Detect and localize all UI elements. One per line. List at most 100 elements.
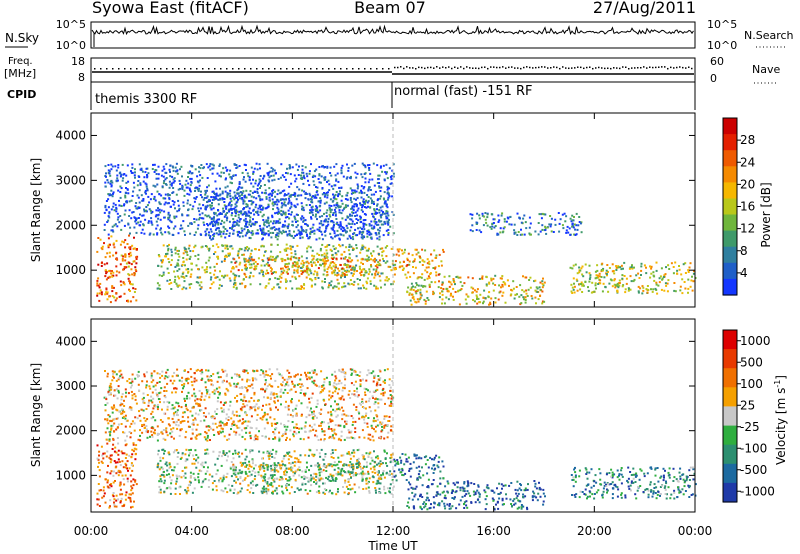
data-cell (286, 263, 289, 265)
data-cell (668, 268, 671, 270)
data-cell (234, 284, 237, 286)
data-cell (298, 265, 300, 268)
data-cell (387, 228, 390, 231)
data-cell (308, 172, 311, 175)
data-cell (212, 207, 215, 210)
data-cell (346, 204, 349, 207)
data-cell (198, 284, 201, 287)
data-cell (582, 284, 585, 287)
colorbar-swatch (723, 182, 737, 200)
data-cell (325, 191, 328, 194)
data-cell (228, 202, 231, 205)
nave-dot (190, 68, 192, 70)
data-cell (482, 224, 485, 227)
data-cell (223, 258, 226, 261)
data-cell (186, 186, 189, 189)
data-cell (347, 216, 350, 219)
data-cell (414, 266, 417, 269)
data-cell (232, 469, 235, 472)
data-cell (332, 265, 335, 268)
data-cell (286, 167, 288, 170)
data-cell (596, 264, 599, 267)
data-cell (290, 203, 293, 206)
data-cell (249, 451, 251, 454)
data-cell (318, 491, 321, 494)
data-cell (322, 491, 325, 494)
data-cell (134, 220, 137, 223)
data-cell (100, 445, 103, 448)
data-cell (96, 292, 99, 295)
data-cell (339, 472, 342, 475)
data-cell (641, 285, 644, 288)
data-cell (255, 197, 258, 200)
data-cell (249, 283, 252, 286)
data-cell (209, 236, 211, 239)
data-cell (310, 464, 313, 467)
data-cell (221, 479, 224, 482)
data-cell (211, 167, 214, 170)
data-cell (249, 266, 252, 269)
data-cell (112, 205, 115, 208)
data-cell (333, 230, 336, 233)
data-cell (442, 248, 444, 251)
nave-dot (262, 68, 264, 70)
data-cell (274, 229, 277, 231)
data-cell (414, 286, 417, 289)
data-cell (252, 218, 254, 221)
data-cell (269, 450, 272, 453)
data-cell (365, 280, 368, 283)
data-cell (124, 474, 127, 477)
nave-dot (589, 66, 591, 68)
data-cell (174, 252, 177, 255)
data-cell (263, 264, 266, 267)
data-cell (310, 477, 313, 480)
data-cell (260, 463, 263, 466)
data-cell (237, 452, 239, 455)
data-cell (346, 191, 349, 194)
data-cell (270, 484, 273, 486)
data-cell (525, 289, 528, 292)
data-cell (173, 281, 176, 283)
data-cell (457, 276, 460, 279)
data-cell (189, 190, 192, 193)
data-cell (503, 218, 506, 221)
data-cell (229, 189, 232, 192)
data-cell (216, 172, 219, 175)
data-cell (206, 470, 209, 473)
data-cell (214, 269, 217, 272)
data-cell (221, 192, 224, 195)
nave-dot (484, 66, 486, 68)
data-cell (421, 466, 423, 469)
data-cell (417, 289, 419, 292)
power-colorbar-label: Power [dB] (759, 182, 773, 247)
data-cell (306, 175, 309, 178)
data-cell (323, 268, 326, 271)
data-cell (118, 295, 121, 298)
data-cell (345, 266, 348, 269)
data-cell (434, 267, 436, 270)
data-cell (270, 272, 273, 275)
data-cell (217, 233, 220, 236)
data-cell (445, 287, 448, 290)
data-cell (254, 471, 257, 474)
data-cell (334, 480, 337, 482)
data-cell (242, 208, 245, 211)
data-cell (111, 225, 114, 228)
data-cell (379, 226, 382, 229)
data-cell (266, 468, 269, 471)
data-cell (248, 231, 251, 233)
data-cell (293, 204, 296, 207)
data-cell (226, 248, 229, 250)
nave-dot (643, 66, 645, 68)
data-cell (119, 243, 122, 246)
nave-dot (481, 66, 483, 69)
data-cell (255, 221, 258, 224)
data-cell (580, 281, 583, 284)
data-cell (621, 274, 624, 277)
data-cell (198, 469, 201, 472)
data-cell (189, 275, 192, 278)
data-cell (244, 286, 247, 289)
data-cell (375, 287, 378, 290)
data-cell (618, 279, 621, 282)
data-cell (237, 491, 240, 494)
